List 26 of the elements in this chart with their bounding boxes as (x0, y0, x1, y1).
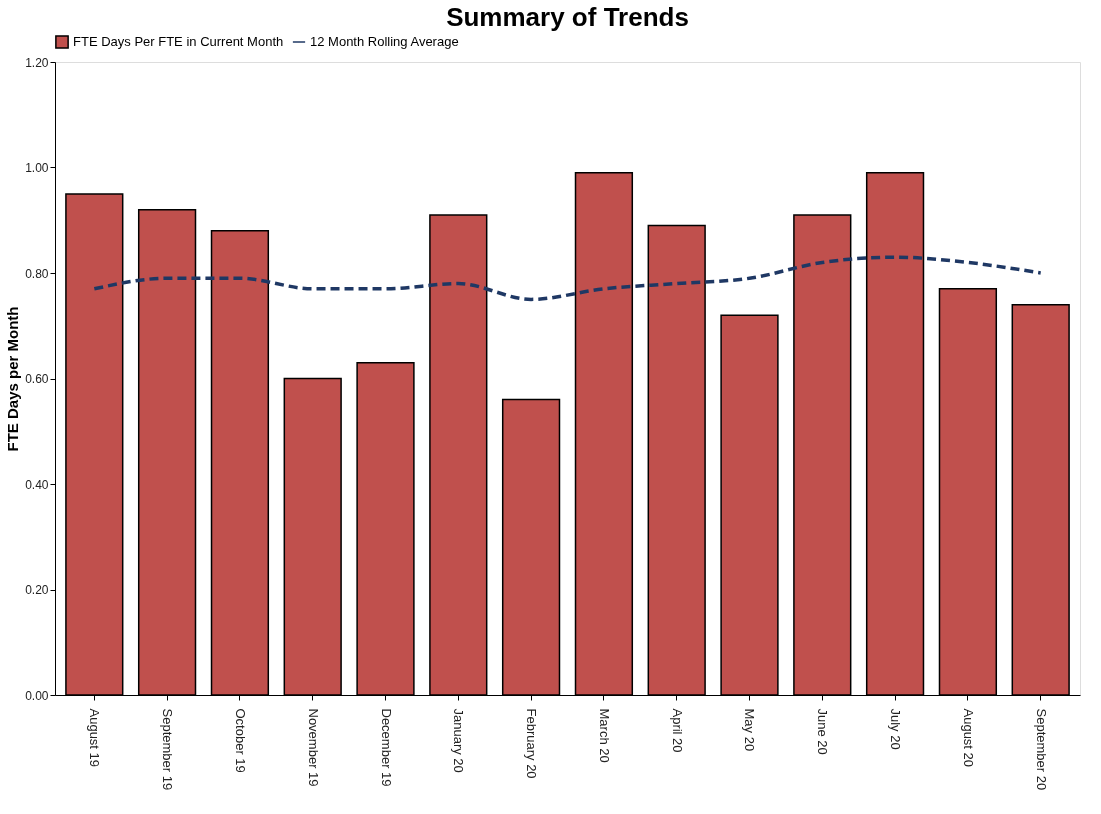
x-tick-label: August 20 (960, 708, 976, 768)
x-tick-label: April 20 (669, 708, 685, 753)
line-series (92, 255, 1043, 302)
legend-label: FTE Days Per FTE in Current Month (73, 34, 284, 49)
x-tick-label: September 19 (160, 708, 176, 791)
x-tick-label: February 20 (524, 708, 540, 779)
x-tick-label: October 19 (232, 708, 248, 773)
x-tick-label: July 20 (888, 708, 904, 750)
y-axis-title: FTE Days per Month (4, 306, 22, 452)
x-tick-label: September 20 (1033, 708, 1049, 791)
y-tick-label: 0.00 (25, 688, 49, 703)
x-tick-label: March 20 (596, 708, 612, 763)
x-tick-label: December 19 (378, 708, 394, 787)
y-tick-label: 0.80 (25, 266, 49, 281)
x-tick-label: June 20 (815, 708, 831, 755)
x-tick-label: August 19 (87, 708, 103, 768)
y-tick-label: 1.20 (25, 55, 49, 70)
x-tick-label: May 20 (742, 708, 758, 752)
y-tick-label: 0.60 (25, 372, 49, 386)
y-tick-label: 0.40 (25, 477, 49, 492)
x-tick-label: November 19 (305, 708, 321, 787)
y-tick-label: 1.00 (25, 161, 49, 175)
legend-label: 12 Month Rolling Average (310, 34, 459, 49)
y-tick-label: 0.20 (25, 583, 49, 597)
chart-title: Summary of Trends (446, 2, 689, 32)
x-tick-label: January 20 (451, 708, 467, 773)
